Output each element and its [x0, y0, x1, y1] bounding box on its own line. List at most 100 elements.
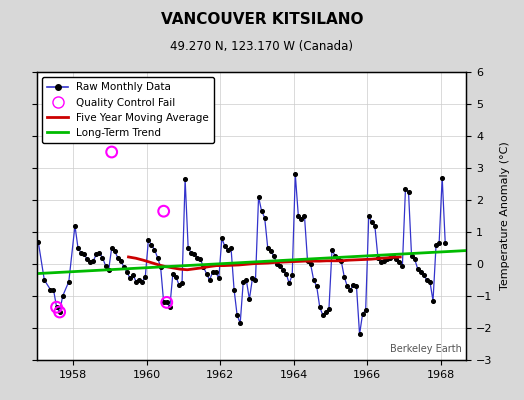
Point	[395, 259, 403, 266]
Point	[104, 267, 113, 274]
Point	[355, 331, 364, 338]
Point	[144, 237, 152, 243]
Point	[150, 246, 159, 253]
Point	[217, 235, 226, 242]
Point	[193, 254, 202, 261]
Point	[56, 309, 64, 315]
Point	[368, 219, 376, 226]
Point	[159, 299, 168, 306]
Point	[307, 261, 315, 267]
Point	[254, 194, 263, 200]
Point	[297, 216, 305, 222]
Point	[239, 278, 247, 285]
Point	[257, 208, 266, 214]
Point	[365, 213, 373, 219]
Point	[337, 258, 345, 264]
Point	[248, 275, 257, 282]
Point	[40, 277, 49, 283]
Point	[349, 282, 357, 288]
Point	[172, 274, 180, 280]
Point	[77, 250, 85, 256]
Point	[114, 254, 122, 261]
Text: VANCOUVER KITSILANO: VANCOUVER KITSILANO	[161, 12, 363, 27]
Point	[334, 256, 342, 262]
Point	[270, 253, 278, 259]
Point	[59, 293, 67, 299]
Text: 49.270 N, 123.170 W (Canada): 49.270 N, 123.170 W (Canada)	[170, 40, 354, 53]
Text: Berkeley Earth: Berkeley Earth	[390, 344, 462, 354]
Point	[325, 306, 333, 312]
Point	[294, 213, 302, 219]
Point	[267, 248, 275, 254]
Point	[169, 270, 177, 277]
Point	[107, 149, 116, 155]
Point	[190, 251, 199, 258]
Point	[187, 250, 195, 256]
Point	[99, 254, 107, 261]
Point	[343, 283, 352, 290]
Point	[89, 258, 97, 264]
Point	[46, 286, 54, 293]
Point	[435, 240, 443, 246]
Point	[291, 171, 300, 178]
Point	[377, 259, 385, 266]
Point	[245, 296, 254, 302]
Point	[147, 242, 156, 248]
Point	[101, 262, 110, 269]
Point	[74, 245, 82, 251]
Point	[86, 259, 94, 266]
Point	[214, 275, 223, 282]
Point	[340, 274, 348, 280]
Point	[64, 278, 73, 285]
Point	[438, 174, 446, 181]
Point	[285, 280, 293, 286]
Point	[126, 275, 134, 282]
Point	[107, 245, 116, 251]
Point	[260, 214, 269, 221]
Point	[383, 256, 391, 262]
Point	[276, 262, 284, 269]
Point	[178, 280, 186, 286]
Point	[52, 304, 61, 310]
Point	[252, 277, 260, 283]
Point	[312, 283, 321, 290]
Point	[138, 278, 146, 285]
Point	[441, 240, 450, 246]
Point	[209, 269, 217, 275]
Point	[123, 269, 131, 275]
Point	[370, 222, 379, 229]
Point	[166, 304, 174, 310]
Point	[432, 242, 440, 248]
Point	[398, 262, 407, 269]
Point	[224, 246, 232, 253]
Point	[358, 310, 367, 317]
Point	[154, 254, 162, 261]
Point	[92, 251, 101, 258]
Point	[49, 286, 58, 293]
Point	[236, 320, 244, 326]
Point	[401, 186, 410, 192]
Point	[111, 248, 119, 254]
Point	[420, 272, 428, 278]
Point	[141, 274, 149, 280]
Point	[202, 270, 211, 277]
Point	[132, 278, 140, 285]
Point	[288, 272, 297, 278]
Point	[417, 269, 425, 275]
Point	[117, 258, 125, 264]
Point	[162, 299, 171, 306]
Point	[392, 256, 400, 262]
Point	[300, 213, 309, 219]
Point	[221, 243, 229, 250]
Point	[230, 286, 238, 293]
Point	[34, 238, 42, 245]
Point	[310, 277, 318, 283]
Point	[429, 298, 437, 304]
Point	[212, 269, 220, 275]
Point	[407, 253, 416, 259]
Point	[196, 256, 204, 262]
Point	[184, 245, 192, 251]
Point	[242, 277, 250, 283]
Point	[181, 176, 189, 182]
Point	[233, 312, 242, 318]
